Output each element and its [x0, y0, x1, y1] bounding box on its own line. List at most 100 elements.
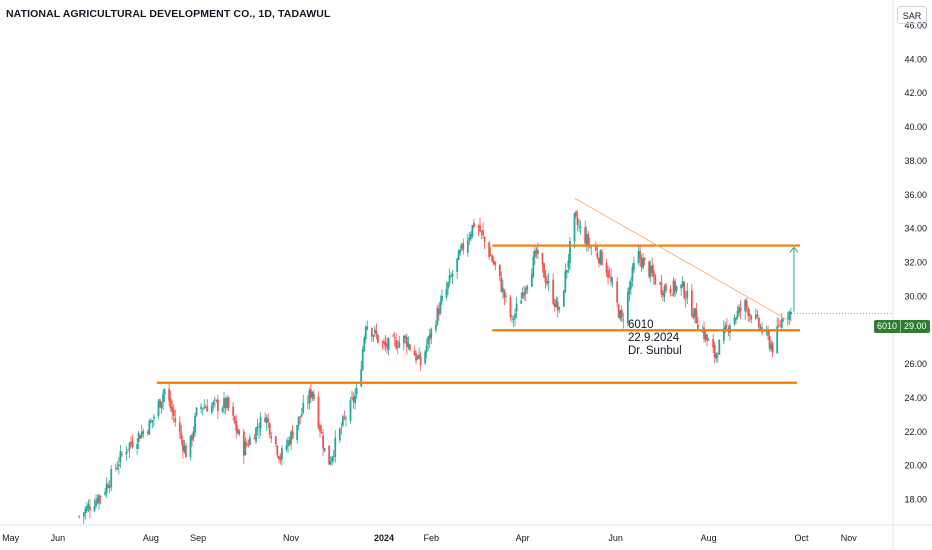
candle-body [768, 336, 771, 349]
candle-body [297, 416, 300, 426]
candle-body [384, 342, 387, 346]
candle-body [242, 431, 245, 456]
candle-body [287, 440, 289, 446]
candle-body [482, 230, 484, 236]
candle-body [98, 495, 100, 504]
candle-body [352, 397, 355, 403]
annotation-line-3: Dr. Sunbul [628, 345, 682, 357]
trend-line [574, 197, 792, 323]
candle-body [322, 435, 324, 449]
x-tick-label: Jun [51, 533, 66, 543]
price-badge-symbol: 6010 [874, 320, 902, 333]
x-tick-label: Sep [190, 533, 206, 543]
candle-body [285, 445, 288, 450]
candle-body [232, 406, 235, 416]
candle-body [754, 314, 757, 319]
candle-body [338, 428, 341, 441]
candle-body [317, 396, 320, 428]
candle-body [139, 435, 142, 439]
candle-body [491, 256, 494, 262]
candle-body [671, 294, 673, 296]
candle-body [291, 431, 294, 439]
y-tick-label: 18.00 [904, 495, 927, 505]
candle-body [681, 280, 684, 287]
candle-body [607, 270, 609, 278]
candle-body [770, 344, 772, 350]
candle-body [562, 290, 565, 307]
candle-body [276, 445, 279, 456]
candle-body [780, 318, 783, 328]
candle-body [771, 342, 774, 353]
candle-body [117, 464, 120, 467]
candle-body [121, 453, 123, 455]
candle-body [692, 314, 695, 319]
candle-body [488, 242, 491, 258]
candle-body [153, 416, 155, 419]
candle-body [180, 432, 183, 440]
candle-body [489, 254, 492, 257]
candle-body [223, 398, 225, 408]
candle-body [413, 350, 416, 356]
candle-body [511, 315, 513, 317]
price-badge-value: 29.00 [904, 321, 927, 331]
currency-button[interactable]: SAR [897, 6, 927, 24]
candle-body [552, 279, 555, 304]
candle-body [381, 341, 384, 343]
candle-body [398, 341, 401, 348]
candle-body [661, 292, 664, 296]
candle-body [127, 449, 129, 451]
candle-body [355, 387, 358, 395]
candle-body [658, 282, 661, 284]
candle-body [460, 243, 463, 249]
candle-body [594, 246, 597, 251]
candle-body [424, 351, 427, 364]
candle-body [703, 327, 705, 339]
candle-body [419, 356, 422, 366]
candle-body [195, 407, 198, 416]
candle-body [596, 252, 599, 258]
candle-body [375, 331, 378, 335]
candle-body [620, 309, 623, 318]
candle-body [599, 250, 602, 265]
candle-body [268, 423, 271, 436]
candle-body [725, 325, 728, 327]
candle-body [142, 430, 145, 435]
candle-body [351, 397, 353, 399]
candle-body [329, 461, 332, 465]
candle-body [535, 249, 538, 254]
candle-body [319, 425, 321, 432]
candle-body [245, 443, 248, 445]
candle-body [462, 243, 465, 251]
x-tick-label: Apr [516, 533, 530, 543]
candle-body [448, 275, 451, 284]
candle-body [105, 483, 108, 493]
candle-body [456, 258, 459, 272]
candle-body [546, 280, 548, 284]
candle-body [744, 300, 747, 312]
candle-body [238, 430, 241, 435]
candle-body [418, 354, 420, 359]
candle-body [674, 280, 676, 292]
candle-body [258, 429, 260, 431]
candle-body [483, 236, 486, 242]
candle-body [290, 431, 292, 444]
candle-body [695, 309, 698, 324]
candle-body [779, 325, 782, 327]
candle-body [203, 406, 206, 409]
y-tick-label: 38.00 [904, 156, 927, 166]
candle-body [215, 400, 218, 401]
candle-body [372, 334, 375, 337]
candle-body [619, 310, 622, 320]
candle-body [524, 288, 527, 294]
candle-body [459, 249, 462, 254]
candle-body [93, 506, 96, 511]
candle-body [140, 431, 143, 438]
candle-body [306, 402, 309, 404]
candle-body [715, 353, 718, 359]
candle-body [210, 405, 213, 413]
candle-body [95, 500, 97, 507]
candle-body [748, 313, 751, 316]
candle-body [759, 326, 762, 329]
candle-body [514, 313, 516, 319]
